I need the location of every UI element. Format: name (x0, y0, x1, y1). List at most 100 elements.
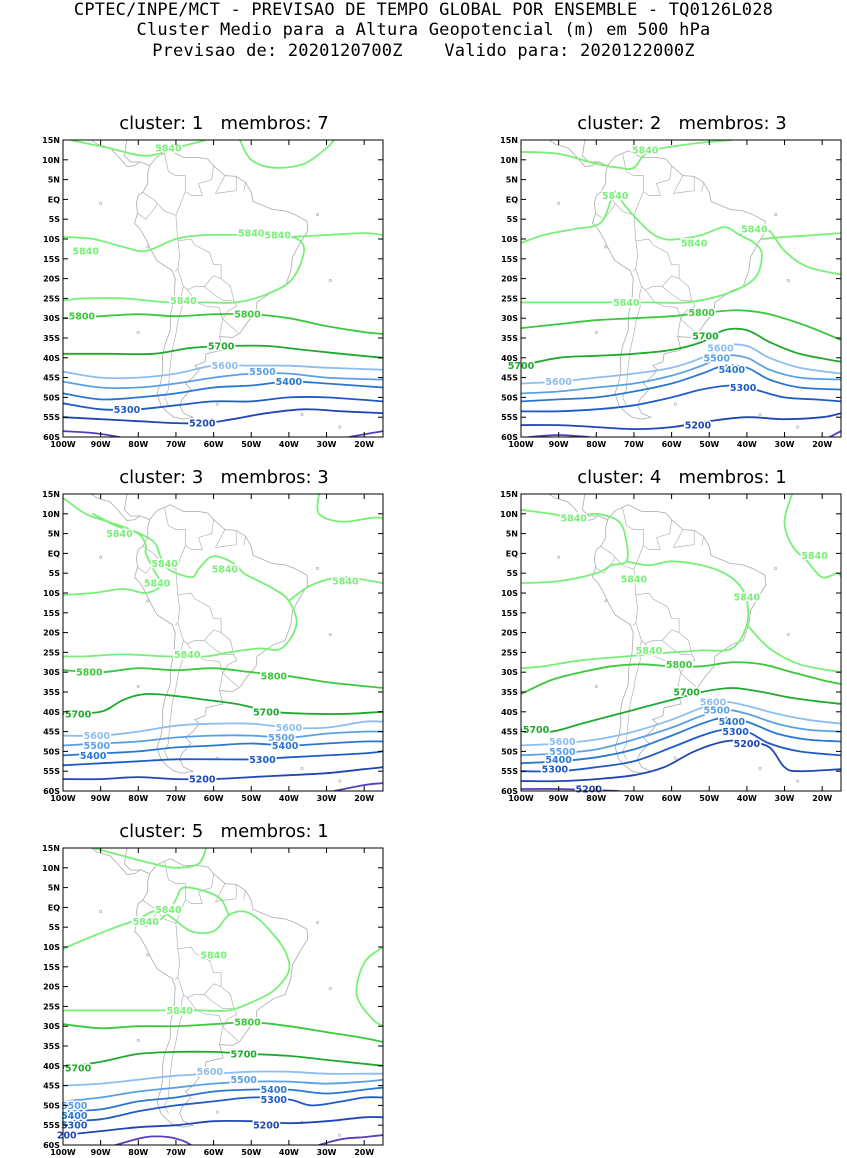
contour-5500 (521, 708, 841, 757)
lon-label: 40W (737, 794, 757, 803)
island (786, 633, 790, 637)
contour-5840 (239, 140, 335, 169)
contour-label: 5500 (268, 733, 295, 744)
lat-label: 30S (43, 314, 60, 323)
lon-label: 50W (699, 794, 719, 803)
lat-label: 40S (43, 354, 60, 363)
lat-label: 15N (42, 136, 60, 145)
country-border (643, 165, 672, 196)
lat-label: 5S (507, 569, 519, 578)
country-border (164, 861, 239, 1042)
contour-label: 5840 (155, 143, 182, 154)
lat-label: 20S (43, 275, 60, 284)
plot-area (63, 140, 383, 437)
contour-label: 5840 (166, 1006, 193, 1017)
country-border (137, 911, 158, 928)
lat-label: 10N (42, 156, 60, 165)
contour-label: 5840 (72, 246, 99, 257)
panel-4-title: cluster: 4 membros: 1 (577, 467, 787, 488)
contour-5400 (521, 716, 841, 765)
lon-label: 70W (166, 1148, 186, 1157)
country-border (622, 640, 642, 760)
lon-label: 60W (662, 794, 682, 803)
contour-5840 (521, 508, 629, 584)
lat-label: 55S (501, 767, 518, 776)
coastline (90, 140, 150, 167)
contour-label: 5700 (523, 725, 550, 736)
panel-2-map: 5840584058405840584058005700570056005600… (500, 136, 842, 449)
lat-label: 50S (501, 393, 518, 402)
lon-label: 50W (241, 440, 261, 449)
plot-border (62, 847, 384, 1146)
lat-label: 30S (501, 668, 518, 677)
lat-label: 15S (501, 609, 518, 618)
plot-border (62, 139, 384, 438)
contour-lines (63, 494, 383, 791)
contour-label: 5700 (230, 1049, 257, 1060)
contour-label: 5200 (734, 739, 761, 750)
island (594, 330, 598, 335)
lon-label: 80W (586, 794, 606, 803)
lat-label: 25S (43, 1002, 60, 1011)
contour-label: 5300 (114, 405, 141, 416)
contour-label: 5840 (801, 551, 828, 562)
lat-label: 25S (43, 294, 60, 303)
island (338, 779, 342, 783)
island (796, 779, 800, 783)
contour-5840 (746, 623, 841, 674)
contour-label: 5600 (545, 377, 572, 388)
contour-5840 (63, 233, 305, 304)
country-border (644, 643, 678, 662)
lon-label: 70W (166, 794, 186, 803)
country-border (243, 536, 246, 546)
country-border (243, 890, 246, 900)
country-border (595, 203, 616, 220)
country-border (174, 240, 181, 272)
contour-label: 5400 (545, 755, 572, 766)
lon-label: 60W (204, 440, 224, 449)
contour-5800 (63, 312, 383, 335)
lat-label: EQ (48, 195, 60, 204)
contour-5840 (521, 140, 733, 170)
lon-label: 70W (624, 440, 644, 449)
lon-label: 30W (775, 440, 795, 449)
contour-5840 (761, 232, 841, 240)
contour-label: 5300 (722, 727, 749, 738)
country-border (632, 240, 639, 272)
contour-label: 5840 (155, 905, 182, 916)
lon-label: 100W (508, 794, 534, 803)
lon-label: 60W (662, 440, 682, 449)
contour-5100 (114, 1135, 192, 1145)
south-america-coastline (591, 150, 767, 420)
header-line-2: Cluster Medio para a Altura Geopotencial… (136, 20, 711, 40)
coastline (548, 140, 608, 167)
island (146, 599, 150, 603)
lat-label: 15N (500, 490, 518, 499)
lat-label: 55S (43, 1121, 60, 1130)
contour-5700 (63, 692, 383, 715)
contour-5400 (521, 364, 841, 403)
island (786, 279, 790, 283)
lon-label: 20W (812, 440, 832, 449)
plot-border (62, 493, 384, 792)
contour-5700 (63, 1050, 383, 1069)
lat-label: 15S (43, 255, 60, 264)
contour-5300 (63, 750, 383, 767)
lat-label: 25S (501, 648, 518, 657)
contour-5700 (521, 687, 841, 733)
contour-5840 (521, 190, 763, 304)
country-border (622, 507, 697, 688)
contour-label: 5840 (602, 191, 629, 202)
contour-5600 (63, 1070, 383, 1087)
contour-5600 (63, 364, 383, 380)
lon-label: 90W (91, 440, 111, 449)
south-america-coastline (133, 858, 309, 1128)
lon-label: 90W (549, 440, 569, 449)
contour-label: 5840 (613, 298, 640, 309)
country-border (214, 529, 237, 548)
island (758, 766, 762, 770)
contour-lines (521, 140, 841, 437)
country-border (174, 948, 181, 980)
island (557, 201, 561, 205)
island (594, 684, 598, 689)
